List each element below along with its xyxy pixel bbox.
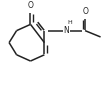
Text: H: H [67, 20, 72, 25]
Text: O: O [82, 7, 88, 16]
Text: O: O [28, 1, 33, 10]
Text: N: N [63, 26, 69, 35]
